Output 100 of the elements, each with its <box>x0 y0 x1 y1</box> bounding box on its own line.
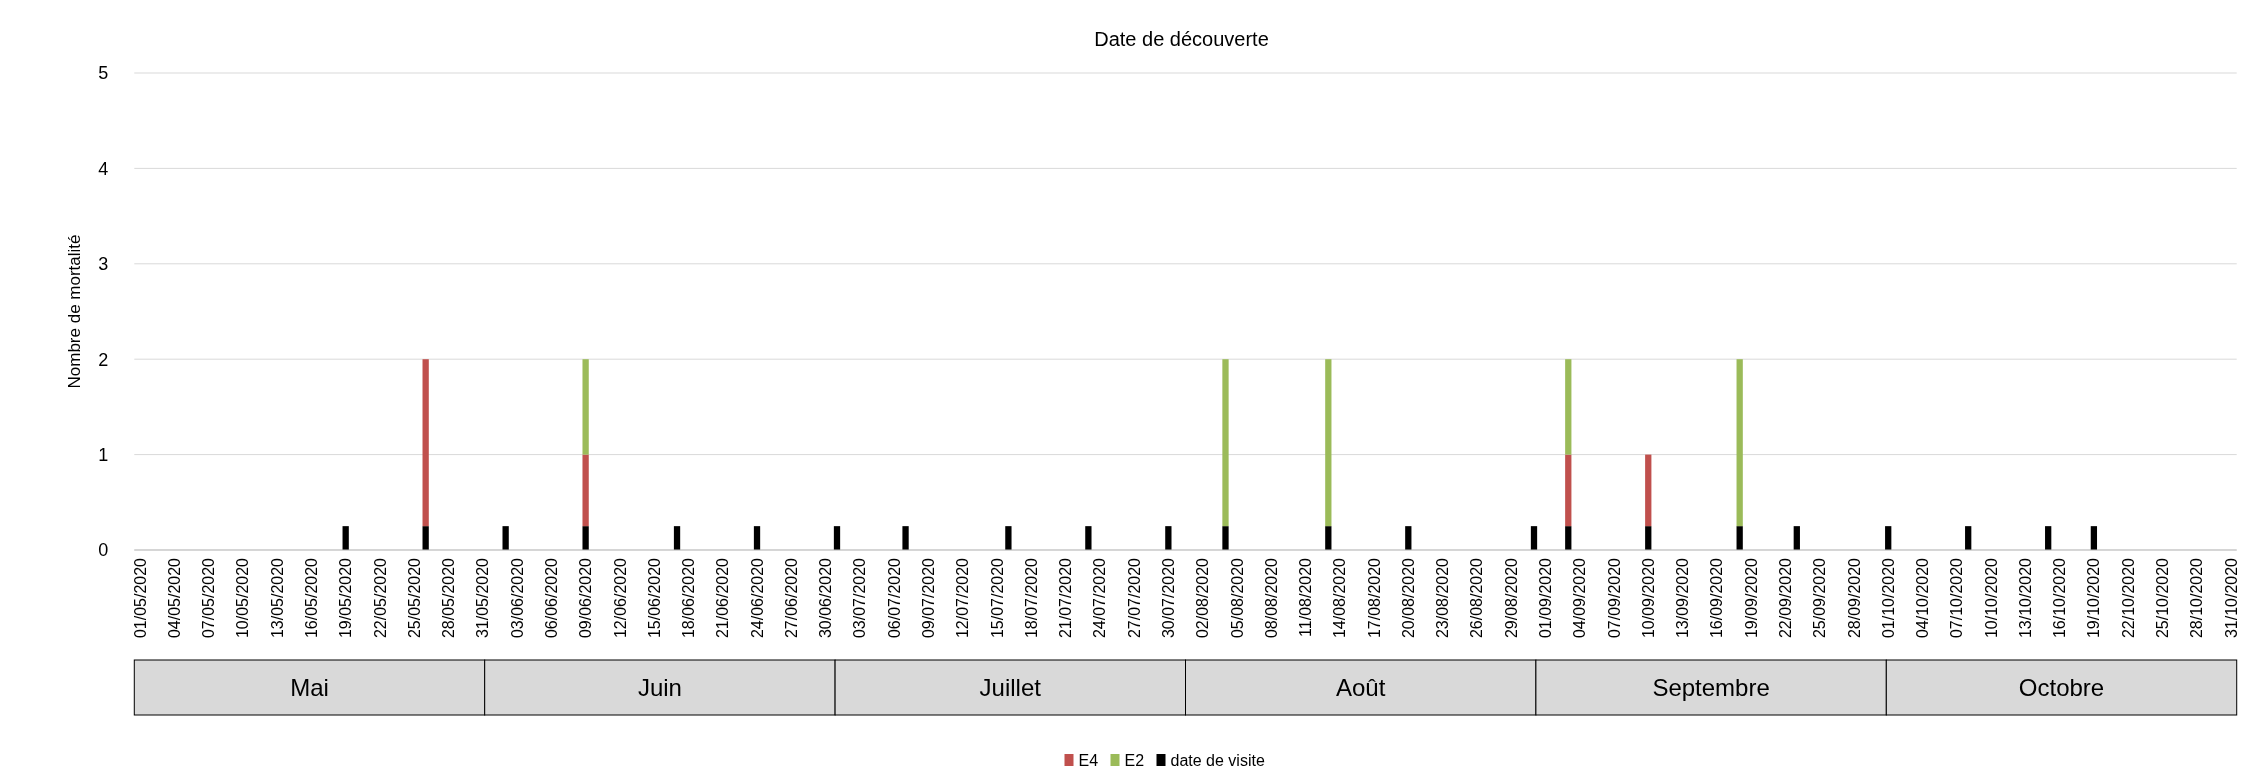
bar <box>422 359 429 527</box>
x-tick-label: 05/08/2020 <box>1228 557 1246 639</box>
x-tick-label: 04/05/2020 <box>165 557 183 639</box>
bar <box>582 454 589 527</box>
legend-label: E2 <box>1124 752 1145 769</box>
bar <box>673 526 681 550</box>
legend-label: E4 <box>1078 752 1099 769</box>
x-tick-label: 25/05/2020 <box>405 557 423 639</box>
y-tick-label: 4 <box>98 158 109 179</box>
x-tick-label: 13/10/2020 <box>2016 557 2034 639</box>
bar <box>1085 526 1092 550</box>
bar <box>582 359 589 455</box>
bar <box>1325 359 1332 527</box>
x-tick-label: 31/10/2020 <box>2222 557 2240 639</box>
x-tick-label: 07/10/2020 <box>1948 557 1966 639</box>
x-tick-label: 18/06/2020 <box>680 557 698 639</box>
x-tick-label: 10/05/2020 <box>234 557 252 639</box>
x-tick-label: 06/06/2020 <box>542 557 560 639</box>
x-tick-label: 23/08/2020 <box>1434 557 1452 639</box>
x-tick-label: 16/10/2020 <box>2051 557 2069 639</box>
x-tick-label: 15/06/2020 <box>645 557 663 639</box>
x-tick-label: 22/10/2020 <box>2119 557 2137 639</box>
bar <box>1222 359 1229 527</box>
bar <box>1222 526 1229 550</box>
x-tick-label: 21/06/2020 <box>714 557 732 639</box>
y-tick-label: 0 <box>98 540 109 561</box>
x-tick-label: 13/09/2020 <box>1674 557 1692 639</box>
x-tick-label: 12/06/2020 <box>611 557 629 639</box>
x-tick-label: 14/08/2020 <box>1331 557 1349 639</box>
bar <box>1165 526 1172 550</box>
bar <box>2090 526 2098 550</box>
x-tick-label: 26/08/2020 <box>1468 557 1486 639</box>
x-tick-label: 09/07/2020 <box>920 557 938 639</box>
bar <box>753 526 761 550</box>
x-tick-label: 30/07/2020 <box>1159 557 1177 639</box>
x-tick-label: 01/10/2020 <box>1879 557 1897 639</box>
x-tick-label: 25/09/2020 <box>1811 557 1829 639</box>
y-tick-label: 3 <box>98 254 109 275</box>
bar <box>1005 526 1012 550</box>
y-axis-title: Nombre de mortalité <box>65 234 84 389</box>
y-tick-label: 2 <box>98 349 109 370</box>
x-tick-label: 03/06/2020 <box>508 557 526 639</box>
x-tick-label: 19/09/2020 <box>1742 557 1760 639</box>
x-tick-label: 19/05/2020 <box>337 557 355 639</box>
x-tick-label: 15/07/2020 <box>988 557 1006 639</box>
x-tick-label: 07/09/2020 <box>1605 557 1623 639</box>
y-tick-label: 1 <box>98 444 109 465</box>
x-tick-label: 08/08/2020 <box>1262 557 1280 639</box>
x-tick-label: 01/09/2020 <box>1537 557 1555 639</box>
x-tick-label: 18/07/2020 <box>1022 557 1040 639</box>
bar <box>833 526 841 550</box>
x-tick-label: 31/05/2020 <box>474 557 492 639</box>
x-tick-label: 12/07/2020 <box>954 557 972 639</box>
x-tick-label: 10/10/2020 <box>1982 557 2000 639</box>
bar <box>1965 526 1972 550</box>
x-tick-label: 21/07/2020 <box>1057 557 1075 639</box>
x-tick-label: 03/07/2020 <box>851 557 869 639</box>
x-tick-label: 27/06/2020 <box>782 557 800 639</box>
bar <box>2045 526 2052 550</box>
x-tick-label: 28/09/2020 <box>1845 557 1863 639</box>
bar <box>1565 359 1572 455</box>
month-header-table: Mai Juin Juillet Août Septembre Octobre <box>133 659 2238 716</box>
x-tick-label: 02/08/2020 <box>1194 557 1212 639</box>
bar <box>342 526 349 550</box>
x-tick-label: 20/08/2020 <box>1399 557 1417 639</box>
x-tick-label: 04/09/2020 <box>1571 557 1589 639</box>
bar <box>1530 526 1538 550</box>
x-tick-label: 13/05/2020 <box>268 557 286 639</box>
chart-title: Date de découverte <box>1094 28 1269 50</box>
x-tick-label: 07/05/2020 <box>200 557 218 639</box>
x-tick-label: 22/05/2020 <box>371 557 389 639</box>
x-tick-label: 27/07/2020 <box>1125 557 1143 639</box>
x-tick-label: 30/06/2020 <box>817 557 835 639</box>
bar <box>1736 359 1743 527</box>
x-tick-label: 09/06/2020 <box>577 557 595 639</box>
bar <box>1645 454 1652 527</box>
bar <box>1405 526 1412 550</box>
bar <box>422 526 429 550</box>
bar <box>1736 526 1743 550</box>
bar <box>1565 454 1572 527</box>
bar <box>1645 526 1652 550</box>
bar <box>1793 526 1800 550</box>
x-tick-label: 28/10/2020 <box>2188 557 2206 639</box>
x-tick-label: 24/07/2020 <box>1091 557 1109 639</box>
y-tick-label: 5 <box>98 63 109 84</box>
bar <box>902 526 909 550</box>
x-tick-label: 22/09/2020 <box>1776 557 1794 639</box>
x-tick-label: 25/10/2020 <box>2154 557 2172 639</box>
x-tick-label: 24/06/2020 <box>748 557 766 639</box>
x-tick-label: 10/09/2020 <box>1639 557 1657 639</box>
bar <box>1565 526 1572 550</box>
x-tick-label: 11/08/2020 <box>1297 557 1315 637</box>
bar <box>1885 526 1892 550</box>
x-tick-label: 19/10/2020 <box>2085 557 2103 639</box>
x-tick-label: 29/08/2020 <box>1502 557 1520 639</box>
x-tick-label: 28/05/2020 <box>440 557 458 639</box>
bar <box>502 526 509 550</box>
x-tick-label: 16/05/2020 <box>302 557 320 639</box>
x-tick-label: 17/08/2020 <box>1365 557 1383 639</box>
x-tick-label: 04/10/2020 <box>1914 557 1932 639</box>
